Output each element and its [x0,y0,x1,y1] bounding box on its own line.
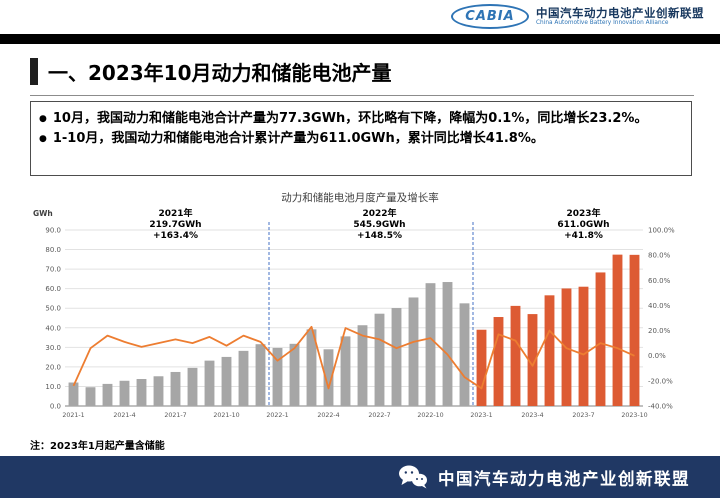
svg-text:2023-1: 2023-1 [470,412,492,419]
svg-text:10.0: 10.0 [45,383,61,391]
chart-title: 动力和储能电池月度产量及增长率 [281,192,439,204]
svg-text:0.0: 0.0 [50,403,61,411]
title-row: 一、2023年10月动力和储能电池产量 [30,57,694,96]
wechat-icon [399,465,427,489]
cabia-logo-text: CABIA [465,9,515,24]
svg-text:GWh: GWh [33,209,53,218]
svg-text:611.0GWh: 611.0GWh [557,220,609,230]
org-name-block: 中国汽车动力电池产业创新联盟 China Automotive Battery … [536,5,704,27]
svg-text:60.0%: 60.0% [648,277,671,285]
header: CABIA 中国汽车动力电池产业创新联盟 China Automotive Ba… [0,0,720,34]
bullet-icon: ● [39,114,47,124]
footer: 中国汽车动力电池产业创新联盟 [0,456,720,498]
svg-text:2022年: 2022年 [362,207,396,219]
svg-text:90.0: 90.0 [45,227,61,235]
svg-text:219.7GWh: 219.7GWh [149,220,201,230]
svg-text:30.0: 30.0 [45,344,61,352]
bullet-text-2: 1-10月，我国动力和储能电池合计累计产量为611.0GWh，累计同比增长41.… [52,131,544,147]
bullet-text-1: 10月，我国动力和储能电池合计产量为77.3GWh，环比略有下降，降幅为0.1%… [52,111,648,126]
svg-text:2021-4: 2021-4 [113,412,135,419]
footer-org-name: 中国汽车动力电池产业创新联盟 [438,469,690,488]
svg-text:2023-10: 2023-10 [621,412,647,419]
svg-text:2022-4: 2022-4 [317,412,339,419]
page-title: 一、2023年10月动力和储能电池产量 [48,61,392,85]
svg-text:80.0%: 80.0% [648,252,671,260]
chart: 动力和储能电池月度产量及增长率 0.0 10.0 20.0 30.0 40.0 50.0 6… [27,190,693,432]
svg-text:2023年: 2023年 [566,207,600,219]
title-accent-bar [30,58,38,85]
svg-text:80.0: 80.0 [45,246,61,254]
cabia-logo: CABIA 中国汽车动力电池产业创新联盟 China Automotive Ba… [451,4,704,29]
svg-text:2022-7: 2022-7 [368,412,390,419]
svg-text:-40.0%: -40.0% [648,403,673,411]
svg-text:545.9GWh: 545.9GWh [353,220,405,230]
bullet-icon: ● [39,134,47,145]
svg-text:2022-1: 2022-1 [266,412,288,419]
svg-text:2021-1: 2021-1 [62,412,84,419]
svg-text:2021-10: 2021-10 [213,412,239,419]
svg-text:2023-7: 2023-7 [572,412,594,419]
svg-text:-20.0%: -20.0% [648,377,673,385]
divider-bar [0,34,720,44]
svg-text:2021年: 2021年 [158,207,192,219]
svg-text:2021-7: 2021-7 [164,412,186,419]
footer-content: 中国汽车动力电池产业创新联盟 [398,465,690,490]
svg-text:0.0%: 0.0% [648,352,666,360]
svg-text:70.0: 70.0 [45,266,61,274]
summary-box: ● 10月，我国动力和储能电池合计产量为77.3GWh，环比略有下降，降幅为0.… [30,101,692,176]
bullet-item-2: ● 1-10月，我国动力和储能电池合计累计产量为611.0GWh，累计同比增长4… [39,129,681,149]
svg-text:20.0: 20.0 [45,363,61,371]
svg-text:20.0%: 20.0% [648,327,671,335]
chart-svg: 0.0 10.0 20.0 30.0 40.0 50.0 60.0 70.0 80.0 90.0 -… [33,207,675,419]
svg-text:2023-4: 2023-4 [521,412,543,419]
svg-text:2022-10: 2022-10 [417,412,443,419]
svg-text:60.0: 60.0 [45,285,61,293]
svg-text:+163.4%: +163.4% [153,231,198,241]
footnote: 注：2023年1月起产量含储能 [30,441,165,452]
org-name-en: China Automotive Battery Innovation Alli… [536,19,669,26]
svg-text:+41.8%: +41.8% [564,231,603,241]
org-name-cn: 中国汽车动力电池产业创新联盟 [536,5,704,20]
cabia-logo-oval: CABIA [451,4,529,29]
bullet-item-1: ● 10月，我国动力和储能电池合计产量为77.3GWh，环比略有下降，降幅为0.… [39,109,681,129]
svg-text:40.0%: 40.0% [648,302,671,310]
svg-text:100.0%: 100.0% [648,227,675,235]
svg-text:+148.5%: +148.5% [357,231,402,241]
svg-text:50.0: 50.0 [45,305,61,313]
svg-text:40.0: 40.0 [45,324,61,332]
